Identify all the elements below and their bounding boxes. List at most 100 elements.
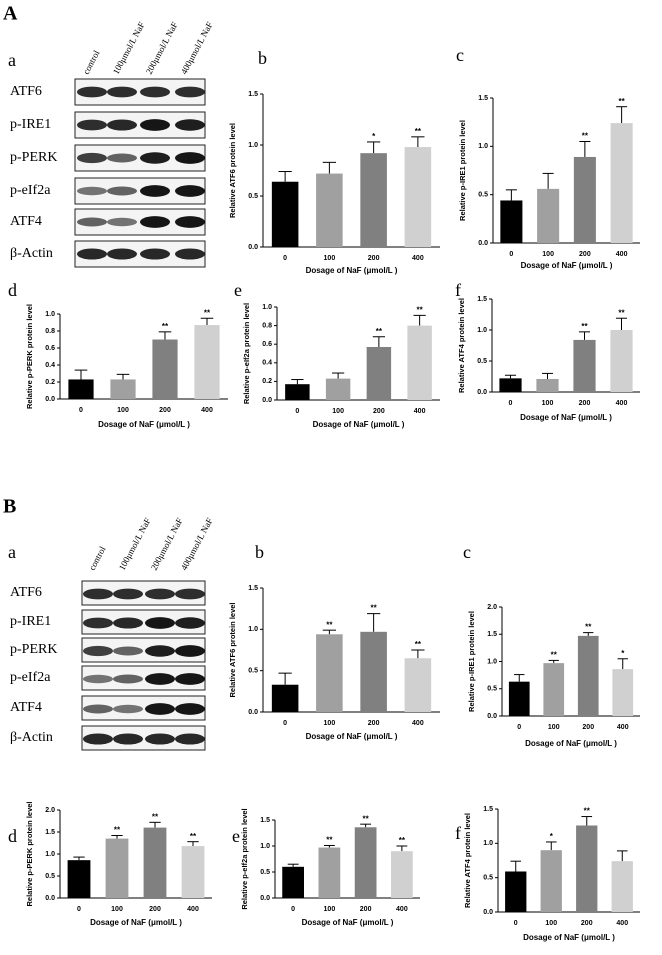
x-axis-label: Dosage of NaF (μmol/L ) [302, 918, 394, 927]
bar [611, 861, 633, 912]
y-tick-label: 0.5 [483, 875, 493, 882]
x-tick-label: 100 [324, 255, 336, 262]
y-axis-label: Relative p-eIf2a protein level [240, 808, 249, 909]
x-tick-label: 100 [324, 720, 336, 727]
lane-label: 400μmol/L NaF [179, 516, 215, 572]
bar [318, 847, 341, 898]
x-tick-label: 0 [509, 400, 513, 407]
blot-band [113, 588, 143, 600]
protein-label: β-Actin [10, 246, 53, 261]
blot-band [175, 588, 205, 600]
significance: ** [114, 826, 121, 835]
blot-band [77, 152, 107, 164]
significance: ** [376, 327, 383, 336]
x-tick-label: 200 [368, 255, 380, 262]
bar [325, 378, 351, 400]
blot-band [83, 645, 113, 657]
figure-label: B [3, 496, 16, 518]
significance: ** [371, 604, 378, 613]
panel-label: c [456, 45, 464, 65]
y-axis-label: Relative p-PERK protein level [25, 304, 34, 409]
blot-band [113, 617, 143, 629]
bar [610, 330, 633, 392]
bar [354, 827, 377, 898]
figure-label: A [3, 3, 18, 25]
bar [285, 384, 310, 400]
bar [537, 188, 560, 243]
significance: ** [152, 812, 159, 821]
x-tick-label: 100 [548, 724, 560, 731]
panel-label: d [8, 280, 17, 300]
blot-band [140, 185, 170, 197]
x-tick-label: 200 [149, 906, 161, 913]
significance: * [621, 649, 625, 658]
x-axis-label: Dosage of NaF (μmol/L ) [313, 420, 405, 429]
significance: ** [618, 308, 625, 317]
x-tick-label: 200 [581, 920, 593, 927]
y-tick-label: 0.5 [487, 686, 497, 693]
y-tick-label: 0.5 [260, 869, 270, 876]
significance: ** [204, 308, 211, 317]
blot-band [77, 86, 107, 98]
y-tick-label: 2.0 [45, 807, 55, 814]
x-tick-label: 200 [582, 724, 594, 731]
bar [573, 339, 596, 392]
x-tick-label: 100 [542, 400, 554, 407]
x-axis-label: Dosage of NaF (μmol/L ) [525, 739, 617, 748]
panel-label: e [234, 280, 242, 300]
bar [194, 325, 220, 399]
significance: ** [399, 836, 406, 845]
protein-label: ATF6 [10, 84, 42, 99]
x-axis-label: Dosage of NaF (μmol/L ) [306, 266, 398, 275]
x-tick-label: 200 [373, 408, 385, 415]
y-tick-label: 0.0 [248, 709, 258, 716]
x-tick-label: 400 [617, 724, 629, 731]
panel-label: e [232, 826, 240, 846]
blot-band [175, 703, 205, 715]
x-tick-label: 100 [542, 251, 554, 258]
lane-label: control [87, 544, 108, 572]
blot-band [175, 733, 205, 745]
y-tick-label: 0.0 [477, 389, 487, 396]
bar [316, 173, 343, 247]
y-tick-label: 1.0 [262, 304, 272, 311]
blot-band [140, 216, 170, 228]
blot-band [175, 86, 205, 98]
significance: ** [584, 807, 591, 816]
bar [407, 325, 432, 400]
x-tick-label: 400 [616, 920, 628, 927]
protein-label: ATF4 [10, 700, 42, 715]
y-tick-label: 1.0 [248, 626, 258, 633]
x-axis-label: Dosage of NaF (μmol/L ) [523, 933, 615, 942]
lane-label: control [81, 48, 102, 76]
y-tick-label: 1.5 [477, 296, 487, 303]
y-axis-label: Relative p-IRE1 protein level [467, 611, 476, 712]
y-tick-label: 0.5 [478, 192, 488, 199]
x-tick-label: 200 [360, 906, 372, 913]
blot-band [83, 588, 113, 600]
y-tick-label: 1.0 [45, 311, 55, 318]
blot-band [113, 646, 143, 656]
y-tick-label: 0.0 [260, 895, 270, 902]
blot-band [145, 733, 175, 745]
blot-band [175, 216, 205, 228]
y-tick-label: 1.0 [478, 143, 488, 150]
panel-label: f [455, 823, 461, 843]
x-tick-label: 100 [545, 920, 557, 927]
blot-band [175, 645, 205, 657]
bar [404, 147, 432, 247]
blot-band [107, 217, 137, 227]
bar [540, 850, 562, 912]
bar [500, 200, 523, 243]
blot-band [77, 186, 107, 196]
y-tick-label: 0.2 [262, 378, 272, 385]
y-tick-label: 1.5 [260, 817, 270, 824]
x-axis-label: Dosage of NaF (μmol/L ) [306, 732, 398, 741]
blot-band [107, 86, 137, 98]
y-tick-label: 0.2 [45, 379, 55, 386]
blot-band [107, 153, 137, 163]
x-tick-label: 100 [117, 407, 129, 414]
lane-label: 100μmol/L NaF [111, 20, 147, 76]
bar [404, 658, 432, 712]
lane-label: 400μmol/L NaF [179, 20, 215, 76]
